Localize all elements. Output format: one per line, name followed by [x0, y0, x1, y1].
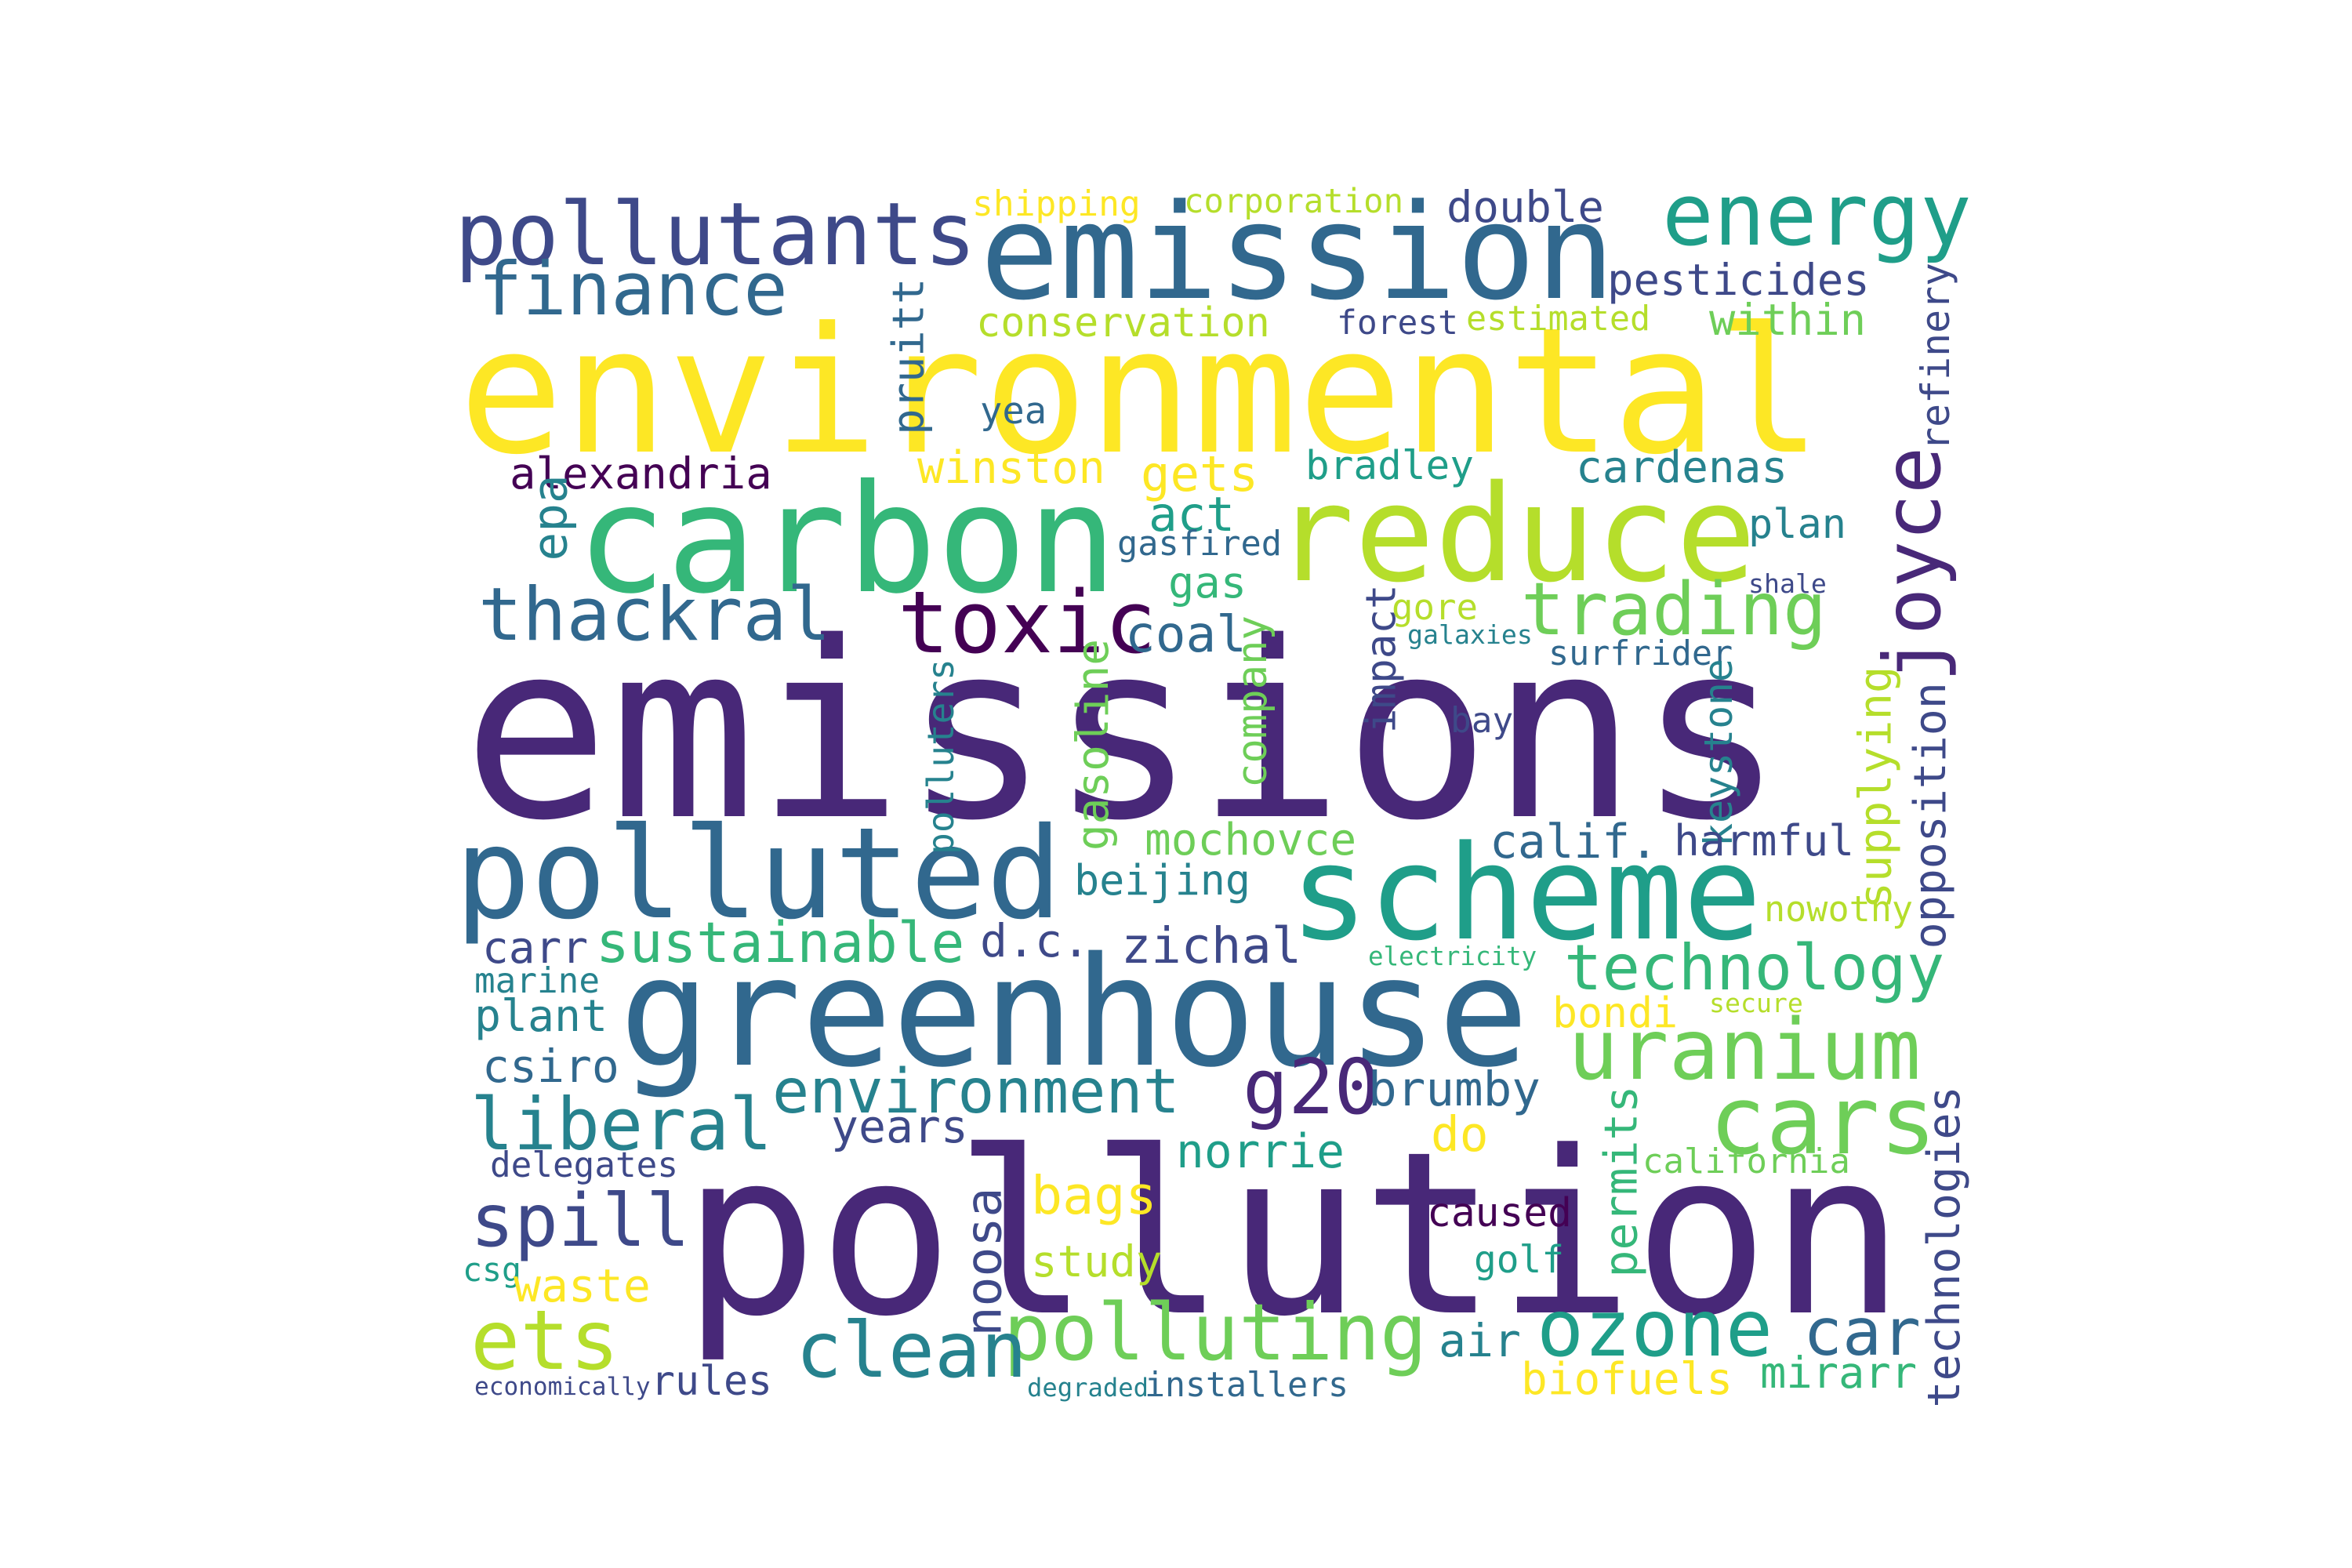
word-polluted: polluted [455, 800, 1062, 947]
word-gas: gas [1168, 558, 1247, 609]
word-technologies: technologies [1918, 1085, 1970, 1408]
word-economically: economically [474, 1373, 651, 1402]
word-rules: rules [651, 1357, 773, 1405]
word-uranium: uranium [1568, 1001, 1922, 1099]
word-energy: energy [1662, 165, 1972, 266]
word-reduce: reduce [1274, 457, 1757, 613]
word-electricity: electricity [1368, 941, 1537, 971]
word-winston: winston [917, 442, 1105, 495]
word-air: air [1439, 1313, 1521, 1367]
word-ets: ets [470, 1292, 619, 1389]
word-estimated: estimated [1466, 299, 1651, 339]
word-delegates: delegates [490, 1145, 679, 1186]
word-alexandria: alexandria [510, 448, 772, 500]
word-years: years [831, 1100, 968, 1154]
word-double: double [1446, 182, 1604, 234]
word-emissions: emissions [463, 590, 1784, 875]
word-degraded: degraded [1027, 1372, 1149, 1403]
word-installers: installers [1145, 1365, 1349, 1405]
word-pollution: pollution [682, 1103, 1905, 1367]
word-brumby: brumby [1368, 1061, 1541, 1117]
word-biofuels: biofuels [1521, 1353, 1733, 1405]
word-clean: clean [796, 1305, 1028, 1396]
word-within: within [1709, 296, 1867, 347]
word-liberal: liberal [470, 1083, 773, 1167]
word-mochovce: mochovce [1145, 815, 1357, 866]
word-study: study [1031, 1236, 1163, 1288]
word-surfrider: surfrider [1548, 634, 1733, 674]
word-joyce: joyce [1867, 446, 1959, 683]
word-galaxies: galaxies [1407, 619, 1533, 651]
word-bradley: bradley [1305, 443, 1474, 490]
word-permits: permits [1594, 1086, 1648, 1278]
word-polluters: polluters [919, 659, 962, 855]
word-sustainable: sustainable [596, 910, 965, 975]
word-carbon: carbon [576, 453, 1117, 628]
word-g20: g20 [1243, 1043, 1380, 1132]
word-yea: yea [980, 390, 1047, 434]
word-california: california [1642, 1142, 1850, 1182]
word-thackral: thackral [478, 572, 831, 659]
word-cardenas: cardenas [1576, 442, 1788, 494]
word-zichal: zichal [1121, 916, 1302, 975]
word-gets: gets [1141, 445, 1259, 503]
word-gasoline: gasoline [1068, 638, 1120, 851]
word-corporation: corporation [1184, 182, 1404, 221]
word-shipping: shipping [972, 183, 1141, 224]
word-norrie: norrie [1176, 1125, 1345, 1180]
word-ozone: ozone [1537, 1283, 1773, 1374]
word-gore: gore [1392, 586, 1479, 629]
word-opposition: opposition [1904, 681, 1956, 949]
word-gasfired: gasfired [1117, 524, 1282, 564]
word-pesticides: pesticides [1607, 254, 1870, 306]
word-epa: epa [522, 474, 579, 561]
word-greenhouse: greenhouse [619, 925, 1530, 1102]
word-beijing: beijing [1074, 855, 1251, 905]
word-emission: emission [980, 176, 1616, 330]
word-harmful: harmful [1674, 815, 1855, 866]
word-caused: caused [1427, 1189, 1572, 1236]
word-refinery: refinery [1913, 263, 1959, 451]
word-bondi: bondi [1552, 988, 1679, 1037]
word-d-c: d.c. [980, 913, 1090, 967]
word-shale: shale [1748, 568, 1827, 600]
word-car: car [1803, 1294, 1921, 1371]
word-environmental: environmental [459, 290, 1822, 493]
word-bay: bay [1450, 700, 1514, 741]
word-finance: finance [478, 247, 788, 333]
word-waste: waste [514, 1258, 651, 1312]
word-polluting: polluting [1004, 1287, 1428, 1379]
word-noosa: noosa [954, 1188, 1013, 1337]
word-company: company [1229, 615, 1276, 788]
word-act: act [1149, 487, 1235, 543]
word-trading: trading [1521, 567, 1827, 652]
word-marine: marine [474, 961, 601, 1002]
word-calif: calif. [1490, 815, 1658, 870]
word-scheme: scheme [1290, 817, 1762, 970]
word-carr: carr [482, 922, 589, 974]
word-spill: spill [470, 1178, 690, 1263]
word-plant: plant [474, 991, 608, 1043]
word-toxic: toxic [898, 572, 1156, 673]
word-plan: plan [1748, 501, 1846, 549]
word-nowotny: nowotny [1764, 888, 1914, 931]
word-coal: coal [1125, 604, 1247, 664]
word-environment: environment [772, 1055, 1180, 1128]
word-pruitt: pruitt [884, 278, 935, 436]
word-bags: bags [1031, 1164, 1157, 1226]
word-supplying: supplying [1849, 666, 1901, 909]
word-cars: cars [1709, 1065, 1936, 1176]
word-pollutants: pollutants [455, 183, 977, 285]
word-secure: secure [1709, 988, 1803, 1019]
word-csg: csg [463, 1250, 521, 1290]
word-csiro: csiro [482, 1039, 619, 1093]
word-mirarr: mirarr [1760, 1348, 1918, 1399]
word-golf: golf [1474, 1238, 1565, 1282]
word-conservation: conservation [976, 299, 1270, 347]
word-forest: forest [1337, 303, 1458, 343]
word-technology: technology [1564, 931, 1945, 1005]
word-do: do [1431, 1106, 1489, 1163]
